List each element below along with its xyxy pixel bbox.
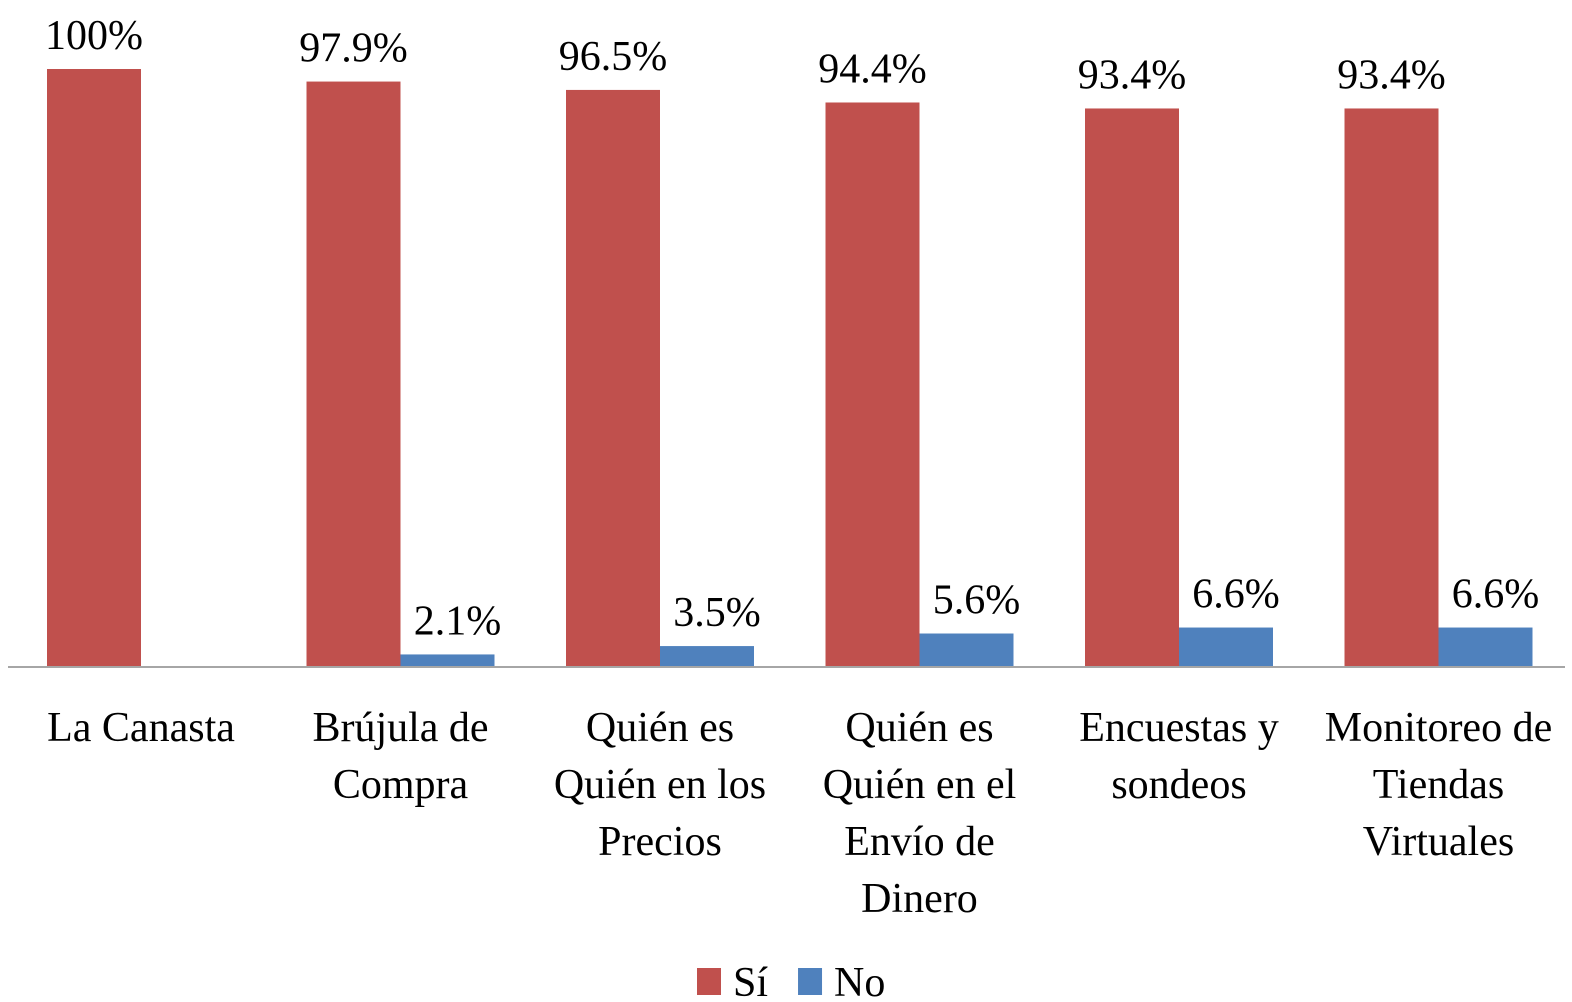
bar <box>47 69 141 667</box>
legend-swatch <box>798 968 823 995</box>
data-label: 93.4% <box>1337 52 1446 98</box>
bar <box>919 633 1014 667</box>
x-tick-label: La Canasta <box>47 705 235 751</box>
data-label: 94.4% <box>818 46 927 92</box>
bar <box>566 89 660 668</box>
x-tick-label: Monitoreo de Tiendas Virtuales <box>1324 705 1553 865</box>
x-tick-label: Quién es Quién en el Envío de Dinero <box>822 705 1017 922</box>
data-label: 97.9% <box>299 26 408 72</box>
bar <box>1085 108 1179 667</box>
data-label: 5.6% <box>933 578 1021 624</box>
legend-swatch <box>697 968 721 995</box>
data-label: 3.5% <box>673 590 761 636</box>
x-tick-label: Encuestas y sondeos <box>1079 705 1279 808</box>
bar <box>306 81 401 668</box>
bar <box>825 102 920 668</box>
data-label: 100% <box>45 13 143 59</box>
data-label: 96.5% <box>559 34 668 80</box>
bar <box>1344 108 1439 667</box>
bar <box>1438 627 1533 667</box>
x-tick-label: Quién es Quién en los Precios <box>553 705 767 865</box>
legend-label: Sí <box>733 960 768 1002</box>
data-label: 2.1% <box>414 598 502 644</box>
bar <box>400 654 495 667</box>
data-label: 6.6% <box>1452 572 1540 618</box>
data-label: 93.4% <box>1078 52 1187 98</box>
data-label: 6.6% <box>1192 572 1280 618</box>
bar <box>660 646 754 667</box>
x-tick-label: Brújula de Compra <box>312 705 489 808</box>
legend-label: No <box>834 960 885 1002</box>
bar <box>1179 627 1273 667</box>
